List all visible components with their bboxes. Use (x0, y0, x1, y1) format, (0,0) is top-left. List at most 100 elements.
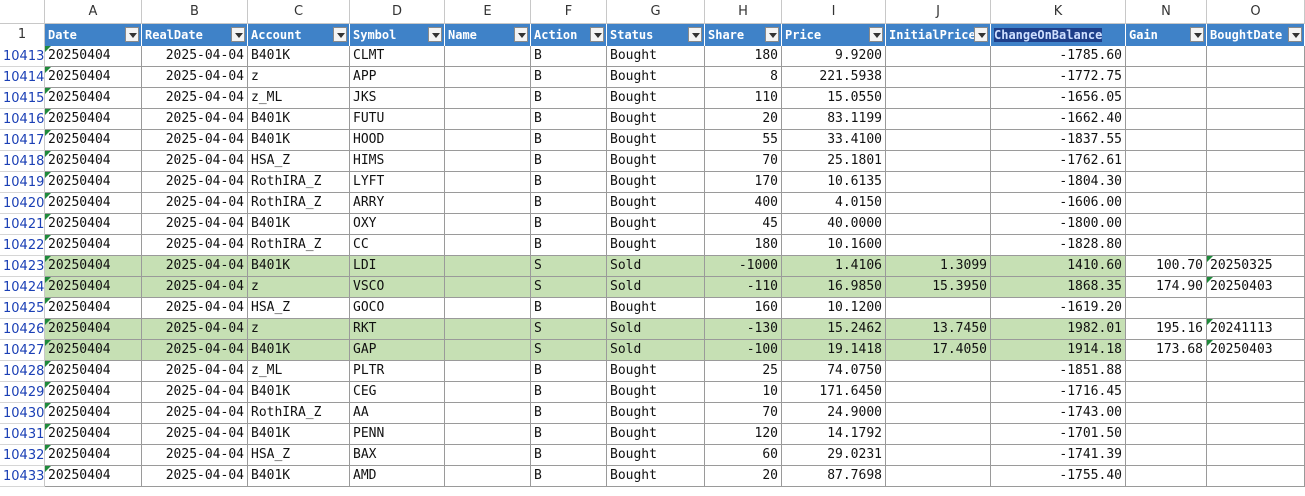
cell-name[interactable] (445, 466, 531, 487)
cell-sym[interactable]: LYFT (350, 172, 445, 193)
cell-gain[interactable] (1126, 361, 1207, 382)
cell-acct[interactable]: RothIRA_Z (248, 403, 350, 424)
header-boughtdate[interactable]: BoughtDate (1207, 24, 1305, 46)
cell-status[interactable]: Sold (607, 319, 705, 340)
filter-icon[interactable] (1190, 27, 1204, 42)
cell-gain[interactable] (1126, 424, 1207, 445)
cell-status[interactable]: Bought (607, 382, 705, 403)
cell-gain[interactable] (1126, 214, 1207, 235)
cell-share[interactable]: 180 (705, 235, 782, 256)
cell-acct[interactable]: HSA_Z (248, 445, 350, 466)
cell-init[interactable] (886, 130, 991, 151)
cell-date[interactable]: 20250404 (45, 403, 142, 424)
header-changeonbalance[interactable]: ChangeOnBalance (991, 24, 1126, 46)
row-number[interactable]: 10424 (0, 277, 45, 298)
cell-name[interactable] (445, 424, 531, 445)
cell-sym[interactable]: CC (350, 235, 445, 256)
cell-sym[interactable]: FUTU (350, 109, 445, 130)
cell-sym[interactable]: BAX (350, 445, 445, 466)
cell-name[interactable] (445, 298, 531, 319)
cell-bought[interactable] (1207, 151, 1305, 172)
cell-chg[interactable]: -1837.55 (991, 130, 1126, 151)
cell-bought[interactable]: 20250403 (1207, 340, 1305, 361)
cell-price[interactable]: 29.0231 (782, 445, 886, 466)
cell-status[interactable]: Bought (607, 172, 705, 193)
cell-chg[interactable]: -1606.00 (991, 193, 1126, 214)
cell-price[interactable]: 1.4106 (782, 256, 886, 277)
cell-chg[interactable]: -1619.20 (991, 298, 1126, 319)
cell-status[interactable]: Bought (607, 46, 705, 67)
cell-acct[interactable]: HSA_Z (248, 151, 350, 172)
cell-sym[interactable]: AMD (350, 466, 445, 487)
cell-bought[interactable] (1207, 403, 1305, 424)
cell-name[interactable] (445, 277, 531, 298)
cell-price[interactable]: 15.2462 (782, 319, 886, 340)
row-number[interactable]: 10419 (0, 172, 45, 193)
header-status[interactable]: Status (607, 24, 705, 46)
cell-bought[interactable] (1207, 298, 1305, 319)
cell-share[interactable]: 55 (705, 130, 782, 151)
cell-price[interactable]: 171.6450 (782, 382, 886, 403)
cell-share[interactable]: -110 (705, 277, 782, 298)
cell-act[interactable]: B (531, 151, 607, 172)
cell-act[interactable]: S (531, 319, 607, 340)
cell-date[interactable]: 20250404 (45, 235, 142, 256)
cell-bought[interactable] (1207, 88, 1305, 109)
cell-date[interactable]: 20250404 (45, 172, 142, 193)
cell-init[interactable] (886, 424, 991, 445)
cell-gain[interactable] (1126, 67, 1207, 88)
cell-acct[interactable]: B401K (248, 130, 350, 151)
cell-gain[interactable]: 174.90 (1126, 277, 1207, 298)
cell-real[interactable]: 2025-04-04 (142, 319, 248, 340)
cell-acct[interactable]: B401K (248, 214, 350, 235)
cell-sym[interactable]: JKS (350, 88, 445, 109)
filter-icon[interactable] (125, 27, 139, 42)
cell-sym[interactable]: PENN (350, 424, 445, 445)
column-header-K[interactable]: K (991, 0, 1126, 24)
cell-name[interactable] (445, 235, 531, 256)
cell-gain[interactable] (1126, 130, 1207, 151)
cell-price[interactable]: 9.9200 (782, 46, 886, 67)
header-symbol[interactable]: Symbol (350, 24, 445, 46)
filter-icon[interactable] (428, 27, 442, 42)
cell-sym[interactable]: PLTR (350, 361, 445, 382)
cell-real[interactable]: 2025-04-04 (142, 151, 248, 172)
cell-name[interactable] (445, 109, 531, 130)
row-number[interactable]: 10423 (0, 256, 45, 277)
cell-price[interactable]: 24.9000 (782, 403, 886, 424)
cell-acct[interactable]: B401K (248, 424, 350, 445)
cell-date[interactable]: 20250404 (45, 340, 142, 361)
cell-bought[interactable] (1207, 214, 1305, 235)
cell-bought[interactable] (1207, 172, 1305, 193)
cell-name[interactable] (445, 361, 531, 382)
funnel-filter-icon[interactable] (333, 27, 347, 42)
cell-date[interactable]: 20250404 (45, 151, 142, 172)
filter-icon[interactable] (869, 27, 883, 42)
column-header-G[interactable]: G (607, 0, 705, 24)
row-number[interactable]: 10413 (0, 46, 45, 67)
cell-sym[interactable]: LDI (350, 256, 445, 277)
cell-chg[interactable]: -1762.61 (991, 151, 1126, 172)
cell-bought[interactable] (1207, 67, 1305, 88)
cell-act[interactable]: B (531, 382, 607, 403)
column-header-E[interactable]: E (445, 0, 531, 24)
cell-name[interactable] (445, 214, 531, 235)
cell-share[interactable]: 70 (705, 403, 782, 424)
cell-chg[interactable]: 1982.01 (991, 319, 1126, 340)
cell-real[interactable]: 2025-04-04 (142, 193, 248, 214)
cell-gain[interactable]: 173.68 (1126, 340, 1207, 361)
row-number[interactable]: 10414 (0, 67, 45, 88)
cell-act[interactable]: B (531, 361, 607, 382)
cell-sym[interactable]: APP (350, 67, 445, 88)
cell-date[interactable]: 20250404 (45, 130, 142, 151)
cell-date[interactable]: 20250404 (45, 67, 142, 88)
cell-date[interactable]: 20250404 (45, 466, 142, 487)
select-all-corner[interactable] (0, 0, 45, 24)
cell-acct[interactable]: RothIRA_Z (248, 193, 350, 214)
column-header-H[interactable]: H (705, 0, 782, 24)
row-number[interactable]: 10422 (0, 235, 45, 256)
filter-icon[interactable] (765, 27, 779, 42)
row-number[interactable]: 10416 (0, 109, 45, 130)
cell-real[interactable]: 2025-04-04 (142, 445, 248, 466)
cell-sym[interactable]: VSCO (350, 277, 445, 298)
